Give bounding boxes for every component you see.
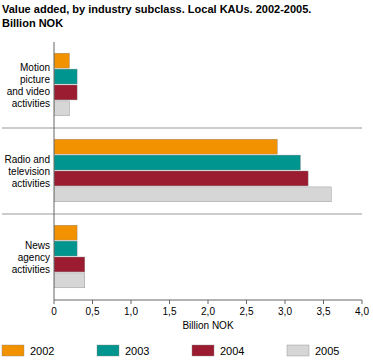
- tick-label: 1,5: [163, 306, 177, 317]
- bar: [54, 241, 77, 256]
- category-label: Motionpictureand videoactivities: [7, 62, 51, 109]
- bar: [54, 171, 308, 186]
- tick-label: 2,5: [240, 306, 254, 317]
- bar: [54, 187, 331, 202]
- legend-swatch: [97, 345, 119, 356]
- bar: [54, 225, 77, 240]
- legend-label: 2005: [315, 345, 339, 357]
- legend-swatch: [2, 345, 24, 356]
- tick-label: 4,0: [355, 306, 369, 317]
- tick-mark: [131, 300, 132, 304]
- tick-mark: [285, 300, 286, 304]
- chart-container: Value added, by industry subclass. Local…: [0, 0, 373, 364]
- tick-label: 2,0: [201, 306, 215, 317]
- tick-mark: [169, 300, 170, 304]
- tick-label: 1,0: [124, 306, 138, 317]
- tick-label: 0: [51, 306, 57, 317]
- bar: [54, 85, 77, 100]
- chart-svg: Value added, by industry subclass. Local…: [0, 0, 373, 364]
- tick-mark: [246, 300, 247, 304]
- tick-mark: [362, 300, 363, 304]
- bar: [54, 139, 277, 154]
- legend-swatch: [287, 345, 309, 356]
- x-axis-label: Billion NOK: [182, 320, 233, 331]
- title: Value added, by industry subclass. Local…: [2, 3, 311, 15]
- tick-mark: [54, 300, 55, 304]
- tick-mark: [208, 300, 209, 304]
- separator: [2, 128, 362, 129]
- category-label: Newsagencyactivities: [12, 240, 50, 275]
- bar: [54, 257, 85, 272]
- tick-label: 3,5: [317, 306, 331, 317]
- bar: [54, 155, 300, 170]
- bar: [54, 101, 69, 116]
- bar: [54, 69, 77, 84]
- tick-mark: [92, 300, 93, 304]
- y-axis: [54, 42, 55, 300]
- legend-label: 2004: [220, 345, 244, 357]
- bar: [54, 273, 85, 288]
- bar: [54, 53, 69, 68]
- legend-swatch: [192, 345, 214, 356]
- legend-label: 2002: [30, 345, 54, 357]
- tick-mark: [323, 300, 324, 304]
- category-label: Radio andtelevisionactivities: [4, 154, 50, 189]
- separator: [2, 214, 362, 215]
- tick-label: 0,5: [86, 306, 100, 317]
- legend-label: 2003: [125, 345, 149, 357]
- bars: [54, 53, 331, 288]
- subtitle: Billion NOK: [2, 17, 63, 29]
- tick-label: 3,0: [278, 306, 292, 317]
